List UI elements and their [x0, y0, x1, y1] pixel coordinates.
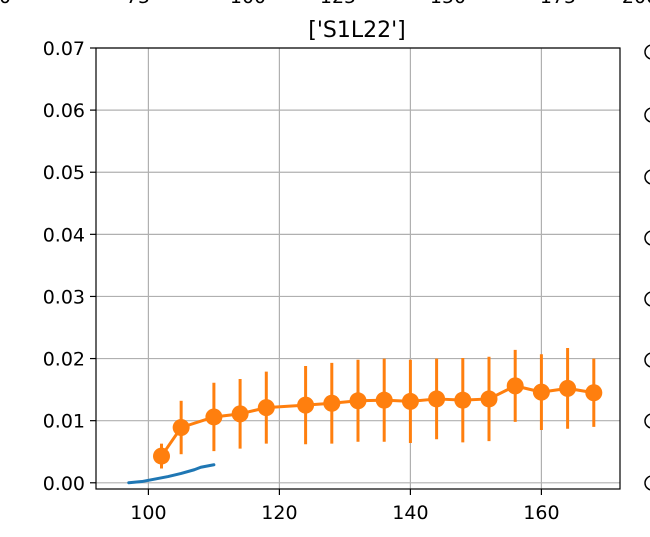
- top-tick-label: 75: [126, 0, 150, 8]
- series-0: [127, 463, 216, 485]
- data-point: [506, 377, 524, 395]
- adjacent-chart-mark: [644, 230, 650, 246]
- top-tick-label: 150: [430, 0, 466, 8]
- data-point: [153, 447, 170, 465]
- top-tick-label: 200: [622, 0, 650, 8]
- y-tick-label: 0.01: [43, 411, 85, 433]
- y-tick-label: 0.06: [43, 100, 85, 122]
- data-point: [559, 379, 577, 397]
- x-tick-label: 120: [261, 502, 297, 524]
- chart-title: ['S1L22']: [308, 18, 405, 43]
- data-point: [375, 391, 393, 409]
- data-point: [172, 419, 190, 437]
- adjacent-chart-mark: [644, 475, 650, 491]
- x-tick-label: 160: [523, 502, 559, 524]
- y-tick-label: 0.03: [43, 286, 85, 308]
- adjacent-chart-mark: [644, 44, 650, 60]
- y-tick-label: 0.07: [43, 38, 85, 60]
- plot-frame: [95, 47, 621, 490]
- y-tick-label: 0.04: [43, 224, 85, 246]
- y-tick-label: 0.00: [43, 473, 85, 495]
- y-tick-label: 0.02: [43, 349, 85, 371]
- x-tick-label: 100: [130, 502, 166, 524]
- data-point: [349, 392, 367, 410]
- data-point: [428, 390, 446, 408]
- x-axis: 100 120 140 160: [130, 489, 560, 524]
- y-axis: 0.00 0.01 0.02 0.03 0.04 0.05 0.06 0.07: [43, 38, 96, 495]
- series-1: [153, 348, 603, 469]
- data-point: [480, 390, 498, 408]
- adjacent-chart-mark: [644, 291, 650, 307]
- data-point: [454, 391, 472, 409]
- top-axis-tick-labels: 0 75 100 125 150 175 200: [0, 0, 650, 8]
- data-point: [532, 383, 550, 401]
- y-tick-label: 0.05: [43, 162, 85, 184]
- x-tick-label: 140: [392, 502, 428, 524]
- data-point: [401, 392, 419, 410]
- data-point: [231, 405, 249, 423]
- data-point: [297, 396, 315, 414]
- adjacent-chart-mark: [644, 107, 650, 123]
- data-point: [257, 399, 275, 417]
- top-tick-label: 0: [0, 0, 11, 8]
- adjacent-chart-mark: [644, 413, 650, 429]
- data-point: [205, 408, 223, 426]
- data-point: [585, 384, 603, 402]
- top-tick-label: 125: [320, 0, 356, 8]
- adjacent-chart-edge: [644, 44, 650, 491]
- series-line: [127, 463, 216, 485]
- top-tick-label: 100: [230, 0, 266, 8]
- adjacent-chart-mark: [644, 169, 650, 185]
- adjacent-chart-mark: [644, 352, 650, 368]
- top-tick-label: 175: [540, 0, 576, 8]
- data-point: [323, 394, 341, 412]
- plot-area: [127, 348, 603, 485]
